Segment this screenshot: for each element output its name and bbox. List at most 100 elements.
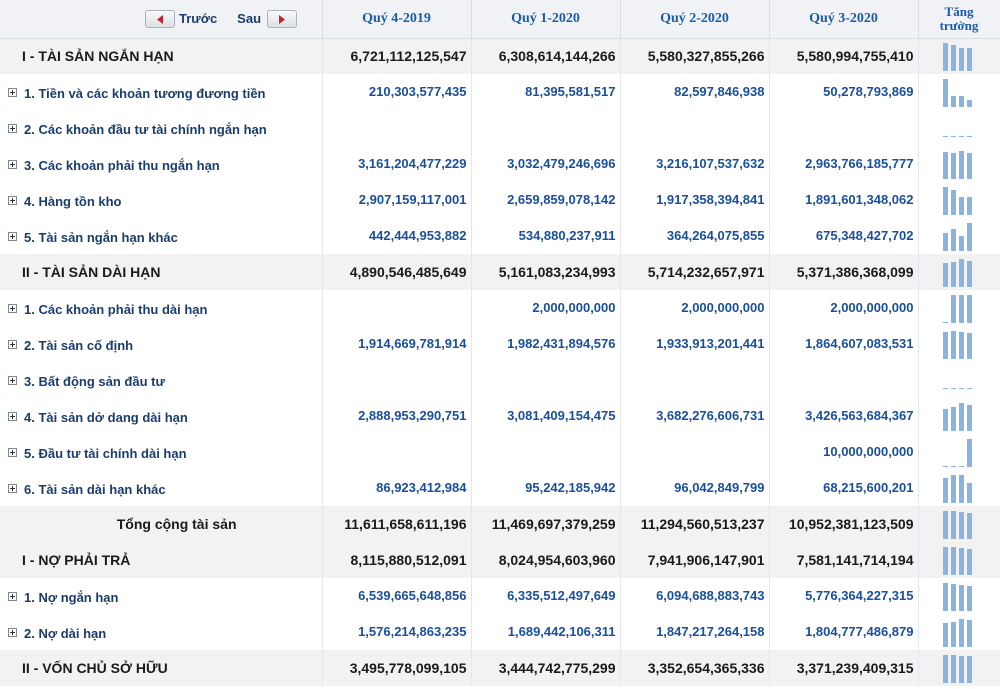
row-label[interactable]: 3. Các khoản phải thu ngắn hạn [24, 158, 220, 173]
growth-sparkline[interactable] [943, 473, 975, 503]
expand-plus-icon[interactable] [8, 304, 17, 313]
expand-plus-icon[interactable] [8, 340, 17, 349]
row-label[interactable]: 1. Các khoản phải thu dài hạn [24, 302, 208, 317]
row-label[interactable]: 5. Tài sản ngắn hạn khác [24, 230, 178, 245]
value-cell: 4,890,546,485,649 [322, 254, 472, 290]
sparkline-bar [943, 79, 948, 107]
sparkline-bar [943, 233, 948, 251]
growth-sparkline[interactable] [943, 293, 975, 323]
table-row[interactable]: 1. Nợ ngắn hạn 6,539,665,648,856 6,335,512… [0, 578, 1000, 614]
prev-period-label[interactable]: Trước [179, 11, 218, 27]
growth-sparkline[interactable] [943, 257, 975, 287]
expand-plus-icon[interactable] [8, 376, 17, 385]
column-header-q2-2020: Quý 2-2020 [620, 0, 770, 39]
next-period-label[interactable]: Sau [237, 11, 262, 27]
table-row[interactable]: 4. Hàng tồn kho 2,907,159,117,001 2,659,85… [0, 182, 1000, 218]
sparkline-bar [943, 511, 948, 539]
growth-sparkline[interactable] [943, 401, 975, 431]
next-period-button[interactable] [267, 9, 298, 28]
growth-sparkline[interactable] [943, 437, 975, 467]
table-row[interactable]: 1. Các khoản phải thu dài hạn 2,000,000,0… [0, 290, 1000, 326]
expand-plus-icon[interactable] [8, 160, 17, 169]
table-row[interactable]: 5. Tài sản ngắn hạn khác 442,444,953,882 5… [0, 218, 1000, 254]
sparkline-bar [959, 151, 964, 179]
table-row[interactable]: 2. Các khoản đầu tư tài chính ngắn hạn [0, 110, 1000, 146]
table-row[interactable]: 5. Đầu tư tài chính dài hạn 10,000,000,00… [0, 434, 1000, 470]
cell-value: 1,576,214,863,235 [358, 624, 467, 639]
value-cell [769, 110, 919, 146]
expand-plus-icon[interactable] [8, 484, 17, 493]
growth-sparkline[interactable] [943, 149, 975, 179]
growth-sparkline[interactable] [943, 653, 975, 683]
sparkline-bar [959, 466, 964, 467]
value-cell: 6,308,614,144,266 [471, 38, 621, 74]
expand-plus-icon[interactable] [8, 628, 17, 637]
table-row[interactable]: 4. Tài sản dở dang dài hạn 2,888,953,290,… [0, 398, 1000, 434]
sparkline-bar [967, 483, 972, 503]
growth-sparkline[interactable] [943, 329, 975, 359]
sparkline-bar [967, 586, 972, 611]
sparkline-bar [959, 585, 964, 611]
row-label[interactable]: 6. Tài sản dài hạn khác [24, 482, 166, 497]
expand-plus-icon[interactable] [8, 124, 17, 133]
table-row[interactable]: 2. Tài sản cố định 1,914,669,781,914 1,982… [0, 326, 1000, 362]
value-cell: 1,982,431,894,576 [471, 326, 621, 362]
row-label[interactable]: 1. Nợ ngắn hạn [24, 590, 119, 605]
growth-sparkline[interactable] [943, 77, 975, 107]
sparkline-bar [951, 262, 956, 287]
expand-plus-icon[interactable] [8, 592, 17, 601]
value-cell: 1,914,669,781,914 [322, 326, 472, 362]
value-cell: 1,804,777,486,879 [769, 614, 919, 650]
section-row: II - TÀI SẢN DÀI HẠN 4,890,546,485,649 5,1… [0, 254, 1000, 290]
row-label[interactable]: 5. Đầu tư tài chính dài hạn [24, 446, 187, 461]
cell-value: 1,917,358,394,841 [656, 192, 765, 207]
arrow-right-icon [279, 14, 286, 24]
growth-cell [918, 182, 1000, 218]
growth-sparkline[interactable] [943, 617, 975, 647]
growth-sparkline[interactable] [943, 365, 975, 395]
table-row[interactable]: 3. Các khoản phải thu ngắn hạn 3,161,204,… [0, 146, 1000, 182]
cell-value: 675,348,427,702 [815, 228, 914, 243]
growth-sparkline[interactable] [943, 581, 975, 611]
expand-plus-icon[interactable] [8, 88, 17, 97]
row-label[interactable]: 4. Hàng tồn kho [24, 194, 122, 209]
value-cell: 3,352,654,365,336 [620, 650, 770, 686]
growth-sparkline[interactable] [943, 509, 975, 539]
value-cell: 10,000,000,000 [769, 434, 919, 470]
sparkline-bar [967, 549, 972, 575]
expand-plus-icon[interactable] [8, 448, 17, 457]
value-cell: 3,161,204,477,229 [322, 146, 472, 182]
value-cell: 5,776,364,227,315 [769, 578, 919, 614]
sparkline-bar [951, 190, 956, 215]
growth-sparkline[interactable] [943, 221, 975, 251]
row-label: I - NỢ PHẢI TRẢ [22, 552, 131, 568]
cell-value: 8,024,954,603,960 [498, 552, 616, 568]
table-row[interactable]: 3. Bất động sản đầu tư [0, 362, 1000, 398]
growth-sparkline[interactable] [943, 41, 975, 72]
prev-period-button[interactable] [145, 9, 175, 28]
expand-plus-icon[interactable] [8, 412, 17, 421]
value-cell: 96,042,849,799 [620, 470, 770, 506]
expand-plus-icon[interactable] [8, 232, 17, 241]
row-label[interactable]: 3. Bất động sản đầu tư [24, 374, 165, 389]
row-label-cell: 1. Nợ ngắn hạn [0, 578, 323, 614]
row-label[interactable]: 4. Tài sản dở dang dài hạn [24, 410, 188, 425]
cell-value: 1,864,607,083,531 [805, 336, 914, 351]
growth-sparkline[interactable] [943, 185, 975, 215]
table-row[interactable]: 1. Tiền và các khoản tương đương tiền 210… [0, 74, 1000, 110]
row-label[interactable]: 2. Nợ dài hạn [24, 626, 107, 641]
value-cell: 1,917,358,394,841 [620, 182, 770, 218]
cell-value: 11,611,658,611,196 [344, 516, 467, 532]
expand-plus-icon[interactable] [8, 196, 17, 205]
table-row[interactable]: 6. Tài sản dài hạn khác 86,923,412,984 95,… [0, 470, 1000, 506]
growth-sparkline[interactable] [943, 545, 975, 575]
row-label[interactable]: 2. Các khoản đầu tư tài chính ngắn hạn [24, 122, 267, 137]
sparkline-bar [943, 263, 948, 287]
growth-sparkline[interactable] [943, 113, 975, 143]
row-label[interactable]: 2. Tài sản cố định [24, 338, 134, 353]
value-cell: 3,371,239,409,315 [769, 650, 919, 686]
row-label[interactable]: 1. Tiền và các khoản tương đương tiền [24, 86, 266, 101]
sparkline-bar [951, 96, 956, 107]
growth-cell [918, 254, 1000, 290]
table-row[interactable]: 2. Nợ dài hạn 1,576,214,863,235 1,689,442,… [0, 614, 1000, 650]
